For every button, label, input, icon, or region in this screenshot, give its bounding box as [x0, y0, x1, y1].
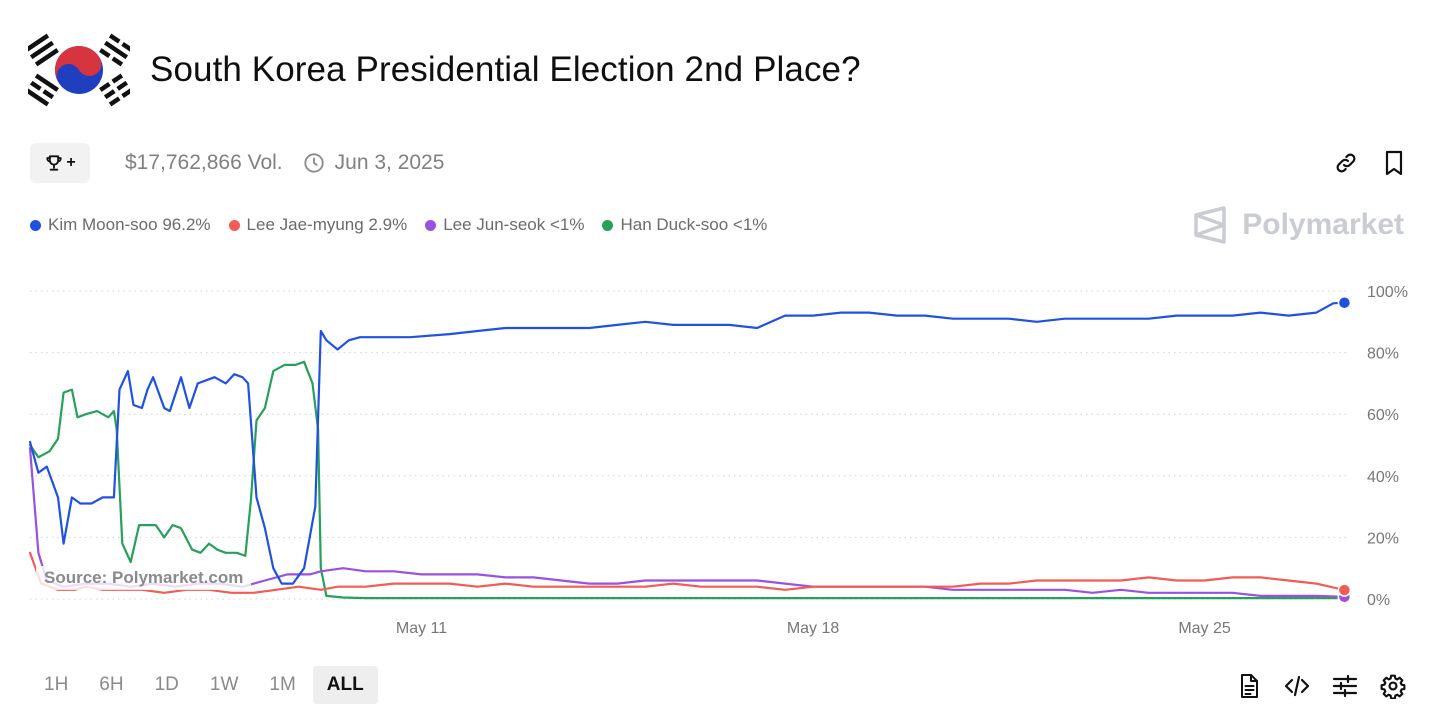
code-icon: [1284, 675, 1310, 697]
bookmark-icon: [1385, 150, 1403, 176]
trophy-icon: [46, 155, 62, 171]
legend-item[interactable]: Kim Moon-soo 96.2%: [30, 215, 211, 235]
source-label: Source: Polymarket.com: [36, 566, 252, 590]
market-meta: + $17,762,866 Vol. Jun 3, 2025: [30, 143, 444, 183]
embed-button[interactable]: [1283, 672, 1311, 700]
legend-item[interactable]: Lee Jun-seok <1%: [425, 215, 584, 235]
clock-icon: [304, 153, 324, 173]
copy-link-button[interactable]: [1333, 148, 1359, 178]
x-tick-label: May 18: [787, 620, 840, 637]
page-title: South Korea Presidential Election 2nd Pl…: [150, 50, 861, 89]
legend-item[interactable]: Han Duck-soo <1%: [602, 215, 767, 235]
timeframe-1m[interactable]: 1M: [269, 674, 296, 695]
polymarket-watermark: Polymarket: [1192, 205, 1404, 245]
brand-name: Polymarket: [1242, 208, 1404, 241]
timeframe-all[interactable]: ALL: [312, 666, 378, 704]
legend-label: Han Duck-soo <1%: [620, 215, 768, 234]
sliders-icon: [1332, 674, 1358, 698]
top-actions: [1333, 148, 1407, 178]
trophy-button[interactable]: +: [30, 143, 90, 183]
chart-settings-button[interactable]: [1331, 672, 1359, 700]
series-end-dot: [1337, 583, 1352, 597]
price-chart[interactable]: 0% 20% 40% 60% 80% 100% May 11 May 18 May 25: [0, 270, 1437, 640]
bookmark-button[interactable]: [1381, 148, 1407, 178]
market-header: South Korea Presidential Election 2nd Pl…: [28, 28, 861, 112]
series-end-dot: [1337, 295, 1352, 310]
legend-item[interactable]: Lee Jae-myung 2.9%: [228, 215, 408, 235]
series-line: [28, 301, 1346, 585]
legend-label: Lee Jae-myung 2.9%: [246, 215, 408, 234]
legend-dot: [30, 219, 41, 231]
timeframe-1d[interactable]: 1D: [154, 674, 179, 695]
timeframe-1w[interactable]: 1W: [209, 674, 239, 695]
legend-dot: [228, 219, 240, 231]
timeframe-6h[interactable]: 6H: [99, 674, 124, 695]
end-date: Jun 3, 2025: [303, 151, 445, 175]
link-icon: [1336, 153, 1356, 173]
y-tick-label: 80%: [1367, 346, 1399, 363]
chart-legend: Kim Moon-soo 96.2% Lee Jae-myung 2.9% Le…: [30, 215, 767, 235]
end-date-text: Jun 3, 2025: [334, 151, 445, 174]
south-korea-flag-icon: [28, 33, 130, 107]
chart-actions: [1235, 672, 1407, 700]
series-line: [28, 360, 1346, 600]
trophy-plus: +: [66, 154, 76, 171]
legend-label: Lee Jun-seok <1%: [443, 215, 585, 234]
timeframe-selector: 1H 6H 1D 1W 1M ALL: [30, 666, 381, 704]
legend-dot: [602, 219, 614, 231]
settings-button[interactable]: [1379, 672, 1407, 700]
y-tick-label: 20%: [1367, 530, 1399, 547]
polymarket-logo-icon: [1194, 206, 1226, 244]
y-tick-label: 0%: [1367, 592, 1390, 609]
timeframe-1h[interactable]: 1H: [44, 674, 69, 695]
x-tick-label: May 11: [396, 620, 447, 637]
x-tick-label: May 25: [1178, 620, 1231, 637]
series-line: [28, 551, 1346, 594]
y-tick-label: 60%: [1367, 407, 1399, 424]
legend-label: Kim Moon-soo 96.2%: [48, 215, 211, 234]
settings-icon: [1380, 674, 1406, 699]
y-tick-label: 40%: [1367, 469, 1399, 486]
legend-dot: [425, 219, 437, 231]
y-tick-label: 100%: [1367, 284, 1408, 301]
volume-text: $17,762,866 Vol.: [125, 151, 283, 174]
document-icon: [1241, 674, 1258, 698]
rules-button[interactable]: [1235, 672, 1263, 700]
